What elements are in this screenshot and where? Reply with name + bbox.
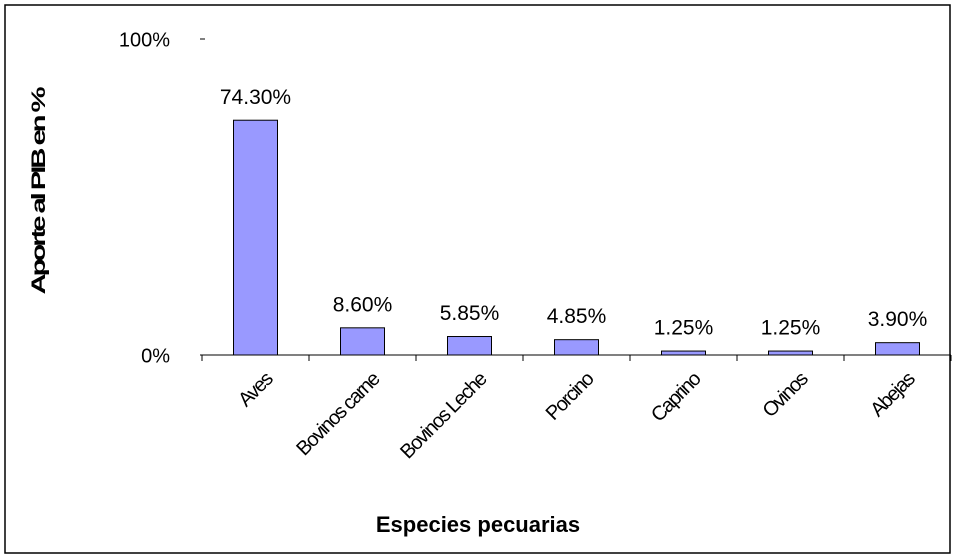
- value-label: 3.90%: [868, 308, 928, 331]
- bar: [661, 350, 706, 356]
- value-label: 1.25%: [654, 317, 714, 340]
- x-axis-title: Especies pecuarias: [376, 512, 580, 537]
- chart-frame: [4, 4, 951, 554]
- bar: [554, 339, 599, 356]
- value-label: 8.60%: [333, 293, 393, 316]
- value-label: 5.85%: [440, 302, 500, 325]
- bar: [233, 119, 278, 356]
- bar: [447, 336, 492, 356]
- value-label: 1.25%: [761, 317, 821, 340]
- value-label: 74.30%: [220, 86, 291, 109]
- y-axis-title: Aporte al PIB en %: [29, 86, 50, 294]
- y-tick-label: 0%: [141, 345, 170, 367]
- bar: [768, 350, 813, 356]
- bar: [875, 342, 920, 356]
- y-tick-label: 100%: [119, 29, 170, 51]
- value-label: 4.85%: [547, 305, 607, 328]
- bar: [340, 327, 385, 356]
